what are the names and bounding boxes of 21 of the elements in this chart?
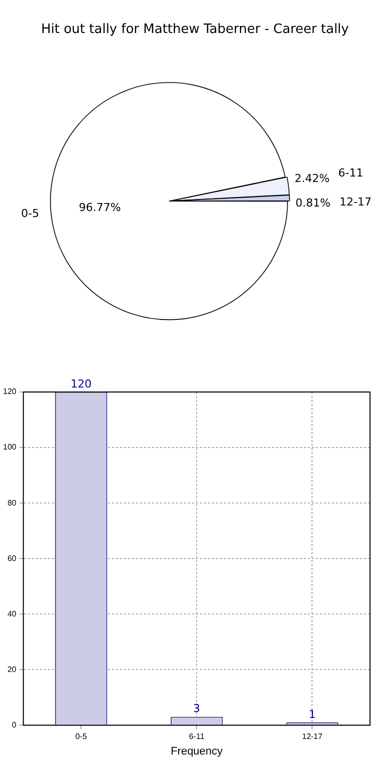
- y-tick-label: 120: [2, 387, 17, 396]
- y-tick-label: 40: [7, 609, 17, 618]
- slice-label: 0-5: [21, 207, 40, 220]
- data-label: 120: [70, 377, 92, 390]
- data-label: 0.81%: [296, 196, 331, 210]
- slice-label: 6-11: [338, 166, 364, 180]
- y-tick-label: 80: [7, 498, 17, 508]
- data-label: 3: [193, 702, 200, 716]
- data-label: 2.42%: [294, 172, 330, 185]
- y-tick-label: 100: [2, 442, 17, 452]
- y-tick-label: 20: [7, 664, 17, 674]
- x-tick-label: 12-17: [302, 732, 323, 742]
- slice-label: 12-17: [340, 196, 372, 209]
- chart-title: Hit out tally for Matthew Taberner - Career tally: [40, 22, 350, 39]
- data-label: 1: [308, 708, 316, 721]
- x-tick-label: 0-5: [75, 732, 88, 742]
- x-tick-label: 6-11: [188, 732, 205, 742]
- x-axis-title: Frequency: [170, 745, 224, 758]
- y-tick-label: 60: [7, 554, 17, 563]
- y-tick-label: 0: [12, 720, 17, 730]
- data-label: 96.77%: [78, 201, 121, 214]
